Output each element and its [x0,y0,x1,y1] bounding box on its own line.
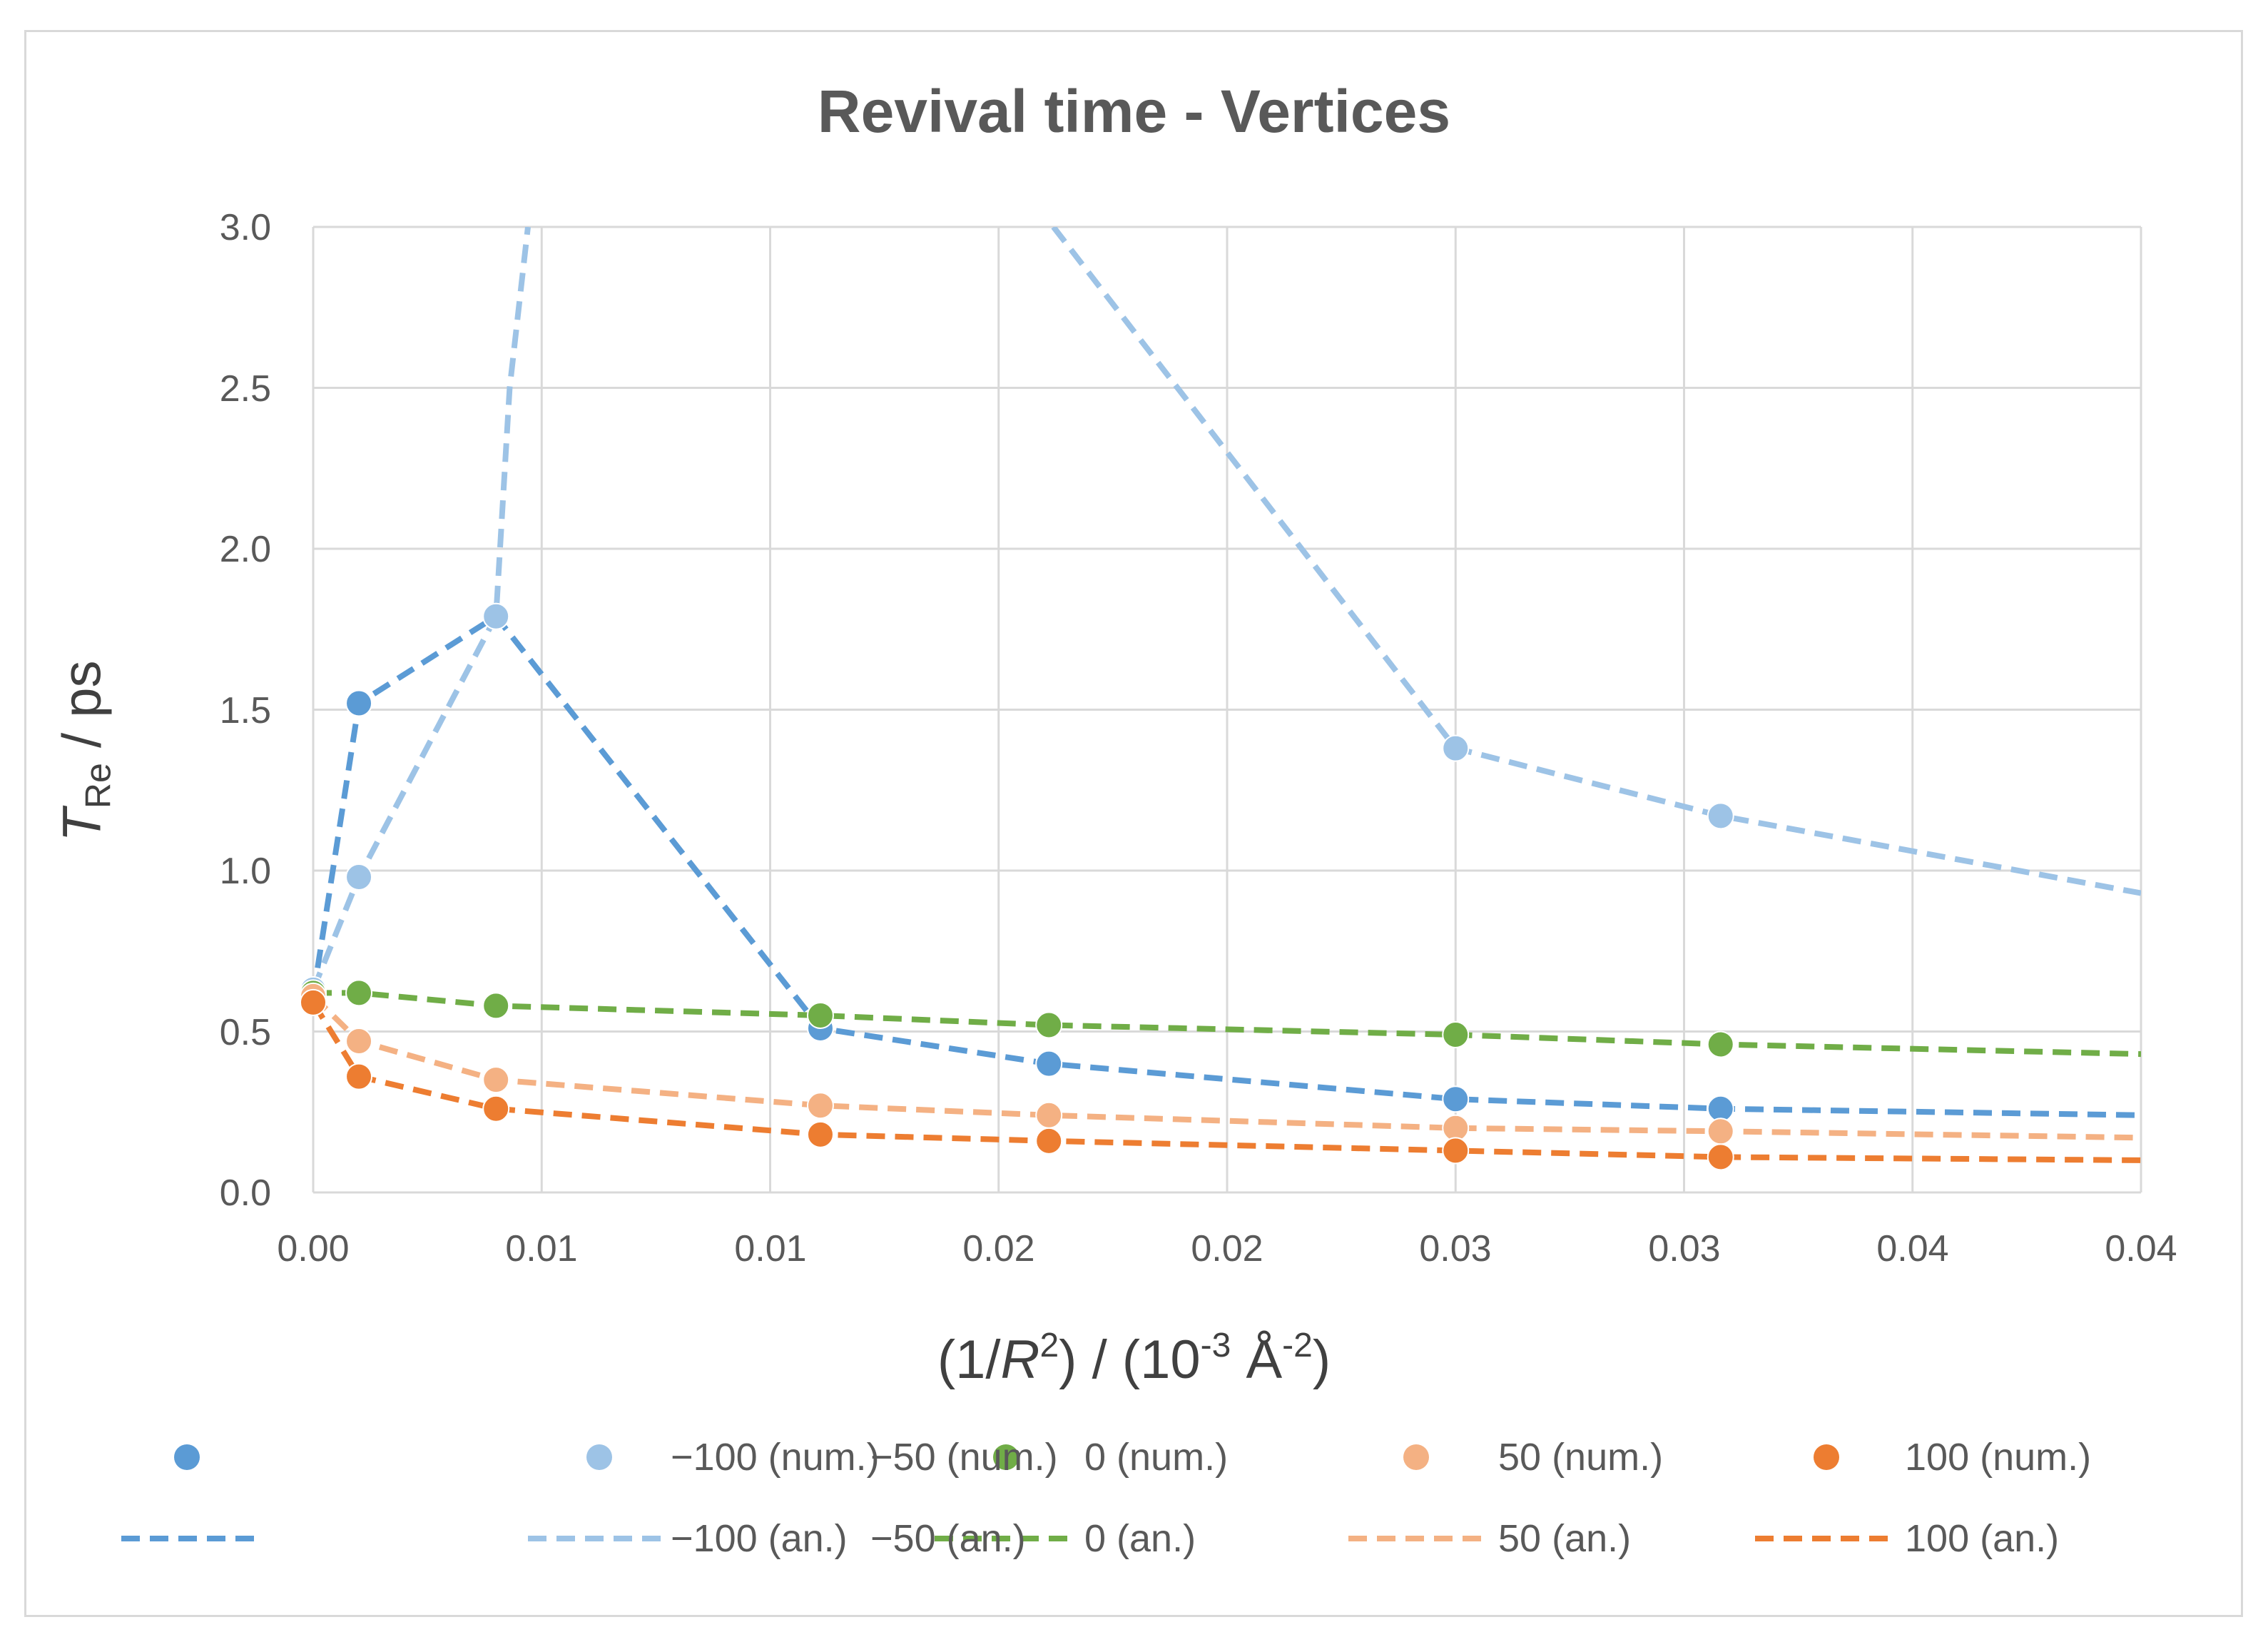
legend-marker-50-num [1403,1444,1429,1470]
x-tick-label: 0.04 [1876,1228,1949,1270]
y-tick-label: 2.5 [219,368,271,410]
x-tick-label: 0.02 [1191,1228,1263,1270]
data-point-0-num [1707,1030,1734,1058]
y-tick-label: 0.5 [219,1012,271,1053]
y-tick-label: 1.5 [219,690,271,731]
data-point-0-num [345,979,373,1007]
data-point-50-num [1707,1118,1734,1145]
data-point-50-num [1035,1101,1063,1129]
data-point-100-num [1035,1127,1063,1155]
series-line-50-an [311,994,2141,1141]
y-tick-label: 2.0 [219,529,271,570]
data-point-50-num [806,1092,834,1120]
data-point-0-num [806,1001,834,1029]
data-point-100-num [300,988,327,1016]
y-tick-label: 3.0 [219,207,271,248]
chart-title: Revival time - Vertices [817,78,1451,145]
legend-label: 50 (num.) [1498,1436,1664,1479]
legend-entry-50-num: 50 (num.) [1498,1429,1663,1486]
legend-marker-50-num [586,1444,612,1470]
numeric-points [300,602,1734,1171]
y-axis-label-var: T [51,809,113,842]
legend-entry-0-an: 0 (an.) [1084,1510,1196,1567]
x-axis-label-mid: ) / (10 [1059,1329,1201,1390]
x-axis-label-sup1: 2 [1039,1327,1059,1364]
legend-label: 50 (an.) [1498,1517,1632,1560]
series-line-50-an [1051,227,2141,896]
legend-entry-m100-an: −100 (an.) [671,1510,848,1567]
legend-marker-100-num [174,1444,200,1470]
x-axis-label-post: ) [1312,1329,1331,1390]
data-point-100-num [1442,1137,1470,1165]
legend-entry-0-num: 0 (num.) [1084,1429,1228,1486]
legend-label: 0 (an.) [1084,1517,1196,1560]
legend-entry-100-an: 100 (an.) [1905,1510,2059,1567]
series-line-0-an [313,990,2141,1058]
data-point-100-num [1442,1085,1470,1113]
data-point-0-num [1442,1021,1470,1049]
legend-markers [121,1444,1891,1541]
series-layer [300,227,2141,1171]
legend-label: −50 (num.) [870,1436,1058,1479]
data-point-100-num [345,689,373,717]
legend-label: 0 (num.) [1084,1436,1229,1479]
data-point-50-num [345,1028,373,1055]
y-tick-label: 0.0 [219,1172,271,1214]
legend-entry-50-an: 50 (an.) [1498,1510,1631,1567]
legend-label: 100 (an.) [1905,1517,2060,1560]
x-tick-label: 0.03 [1419,1228,1492,1270]
data-point-100-num [1035,1050,1063,1078]
legend-marker-0-num [993,1444,1019,1470]
series-line-100-an [310,613,2141,1118]
data-point-0-num [482,992,510,1020]
data-point-50-num [1707,802,1734,830]
x-axis-label-pre: (1/ [937,1329,1001,1390]
y-axis-label-rest: / ps [51,660,113,764]
y-tick-label: 1.0 [219,851,271,892]
legend-entry-100-num: 100 (num.) [1905,1429,2091,1486]
y-axis-label-sub: Re [78,763,118,809]
legend-label: −50 (an.) [870,1517,1026,1560]
legend-entry-m50-an: −50 (an.) [870,1510,1026,1567]
data-point-0-num [1035,1011,1063,1039]
x-tick-label: 0.01 [505,1228,578,1270]
x-tick-label: 0.04 [2105,1228,2177,1270]
legend-label: −100 (an.) [671,1517,848,1560]
data-point-100-num [345,1063,373,1090]
legend-entry-m100-num: −100 (num.) [671,1429,880,1486]
x-tick-label: 0.02 [962,1228,1035,1270]
x-axis-label-var: R [1000,1329,1040,1390]
grid-lines [312,225,2142,1194]
data-point-50-num [482,1066,510,1094]
y-axis-label: TRe / ps [52,537,118,966]
x-axis-label-unit: Å [1231,1329,1283,1390]
legend-label: −100 (num.) [671,1436,880,1479]
legend-marker-100-num [1814,1444,1839,1470]
legend-entry-m50-num: −50 (num.) [870,1429,1058,1486]
data-point-50-num [1442,734,1470,762]
legend-label: 100 (num.) [1905,1436,2092,1479]
chart-frame [24,30,2243,1617]
series-line-100-an [310,1000,2141,1163]
data-point-50-num [345,863,373,891]
data-point-100-num [1707,1143,1734,1171]
data-point-100-num [482,1095,510,1123]
x-axis-label-sup2: -3 [1200,1327,1231,1364]
x-axis-label-sup3: -2 [1282,1327,1313,1364]
data-point-100-num [806,1120,834,1148]
x-tick-label: 0.01 [734,1228,807,1270]
x-axis-label: (1/R2) / (10-3 Å-2) [0,1326,2268,1391]
x-tick-label: 0.00 [277,1228,350,1270]
x-tick-label: 0.03 [1648,1228,1721,1270]
data-point-50-num [482,602,510,630]
